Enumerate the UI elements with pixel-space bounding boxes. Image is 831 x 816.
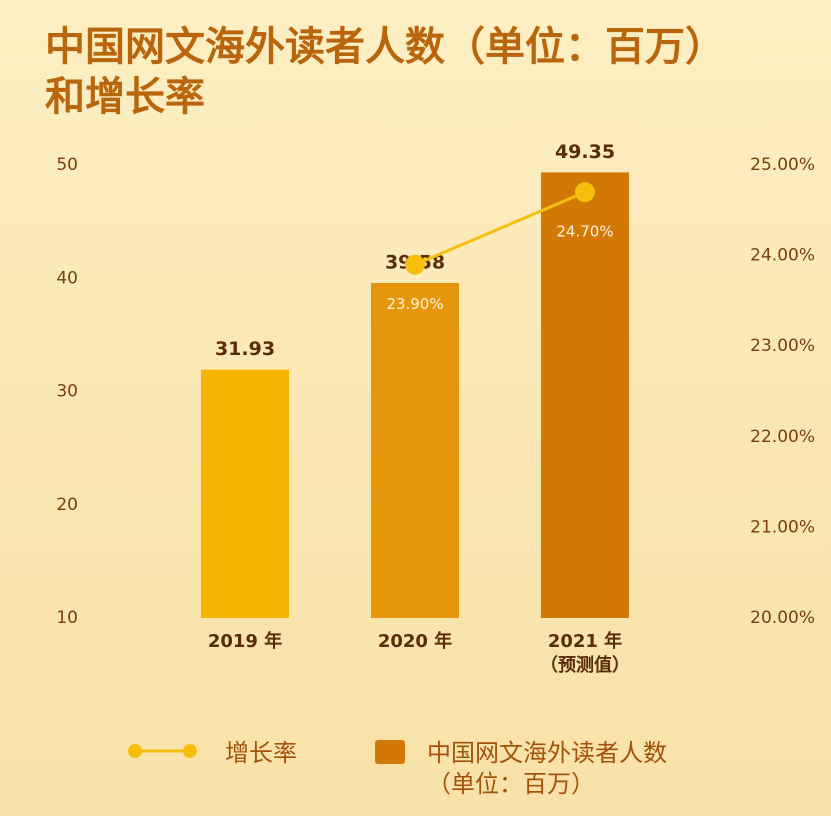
y2-tick-label: 21.00% — [750, 517, 815, 537]
y-tick-label: 40 — [56, 268, 78, 288]
y-tick-label: 20 — [56, 495, 78, 515]
line — [414, 190, 586, 267]
chart-title: 中国网文海外读者人数（单位：百万） 和增长率 — [45, 24, 725, 120]
bar — [371, 283, 459, 618]
legend-dot — [128, 744, 142, 758]
y2-tick-label: 22.00% — [750, 427, 815, 447]
x-tick-label: 2020 年 — [377, 631, 453, 652]
bar — [201, 369, 289, 618]
y2-tick-label: 23.00% — [750, 336, 815, 356]
line-point — [575, 182, 595, 203]
legend-dot — [183, 744, 197, 758]
line-value-label: 24.70% — [556, 223, 613, 241]
bar-value-label: 31.93 — [215, 338, 275, 360]
y2-tick-label: 24.00% — [750, 246, 815, 266]
y-tick-label: 50 — [56, 155, 78, 175]
legend-label: 中国网文海外读者人数 （单位：百万） — [427, 739, 667, 798]
y-tick-label: 30 — [56, 382, 78, 402]
y2-tick-label: 20.00% — [750, 608, 815, 628]
x-tick-label: 2019 年 — [207, 631, 283, 652]
bar-value-label: 49.35 — [555, 141, 615, 163]
legend-swatch — [375, 740, 405, 764]
line-point — [405, 254, 425, 275]
y2-tick-label: 25.00% — [750, 155, 815, 175]
bar — [541, 172, 629, 618]
x-tick-label: 2021 年 （预测值） — [540, 631, 630, 676]
y-tick-label: 10 — [56, 608, 78, 628]
legend-label: 增长率 — [225, 739, 297, 767]
line-value-label: 23.90% — [386, 295, 443, 313]
